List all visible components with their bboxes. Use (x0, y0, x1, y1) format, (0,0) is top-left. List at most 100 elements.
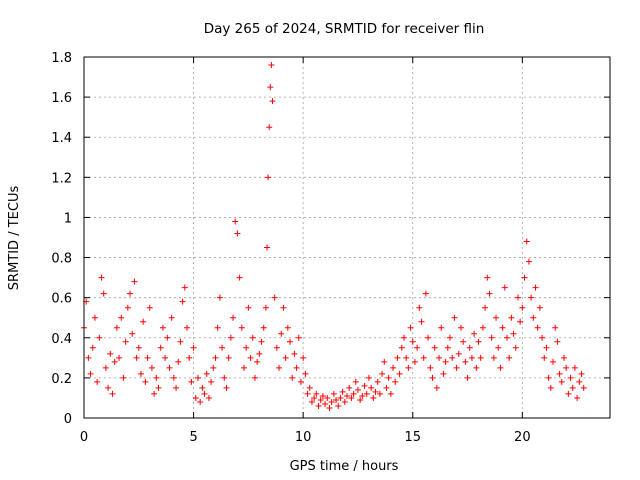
data-point (536, 304, 543, 311)
data-point (447, 334, 454, 341)
data-point (164, 334, 171, 341)
data-point (363, 390, 370, 397)
data-point (170, 374, 177, 381)
data-point (374, 378, 381, 385)
data-point (293, 364, 300, 371)
y-axis: 0 0.2 0.4 0.6 0.8 1 1.2 1.4 1.6 1.8 (51, 51, 610, 427)
data-point (534, 324, 541, 331)
data-point (135, 344, 142, 351)
data-point (506, 354, 513, 361)
data-point (543, 344, 550, 351)
data-point (580, 384, 587, 391)
data-point (300, 354, 307, 361)
data-point (322, 400, 329, 407)
y-axis-label: SRMTID / TECUs (7, 186, 22, 291)
data-point (324, 394, 331, 401)
data-point (482, 304, 489, 311)
data-point (405, 364, 412, 371)
data-point (453, 364, 460, 371)
data-point (181, 284, 188, 291)
data-point (346, 384, 353, 391)
data-point (216, 294, 223, 301)
data-point (407, 324, 414, 331)
data-point (271, 294, 278, 301)
data-point (565, 390, 572, 397)
data-point (460, 338, 467, 345)
data-point (330, 390, 337, 397)
x-axis: 0 5 10 15 20 (80, 57, 531, 445)
data-point (287, 338, 294, 345)
data-point (429, 374, 436, 381)
data-point (98, 274, 105, 281)
data-point (440, 370, 447, 377)
data-point (273, 344, 280, 351)
y-tick-label: 1.8 (51, 51, 72, 66)
data-point (519, 304, 526, 311)
data-point (333, 396, 340, 403)
data-point (339, 388, 346, 395)
data-point (319, 392, 326, 399)
data-point (148, 364, 155, 371)
data-point (102, 364, 109, 371)
data-point (398, 344, 405, 351)
data-point (280, 304, 287, 311)
data-point (328, 398, 335, 405)
data-point (550, 358, 557, 365)
data-point (113, 324, 120, 331)
data-point (120, 374, 127, 381)
x-tick-label: 5 (189, 430, 197, 445)
data-point (313, 390, 320, 397)
data-point (383, 384, 390, 391)
data-point (212, 354, 219, 361)
data-point (210, 364, 217, 371)
data-point (352, 378, 359, 385)
y-tick-label: 1.6 (51, 91, 72, 106)
data-point (486, 290, 493, 297)
data-point (251, 374, 258, 381)
data-point (85, 354, 92, 361)
data-point (315, 402, 322, 409)
x-tick-label: 15 (404, 430, 421, 445)
data-point (517, 318, 524, 325)
data-point (306, 384, 313, 391)
data-point (197, 398, 204, 405)
data-point (569, 384, 576, 391)
data-point (249, 334, 256, 341)
data-point (289, 374, 296, 381)
data-point (109, 390, 116, 397)
data-point (381, 358, 388, 365)
data-point (236, 274, 243, 281)
data-point (409, 338, 416, 345)
data-point (201, 390, 208, 397)
data-point (464, 374, 471, 381)
data-point (431, 344, 438, 351)
data-point (111, 358, 118, 365)
data-point (521, 274, 528, 281)
data-point (392, 378, 399, 385)
data-point (266, 124, 273, 131)
x-tick-label: 10 (295, 430, 312, 445)
data-point (449, 354, 456, 361)
data-point (267, 84, 274, 91)
data-point (153, 374, 160, 381)
data-point (159, 324, 166, 331)
y-tick-label: 0.2 (51, 372, 72, 387)
data-point (116, 354, 123, 361)
data-point (227, 334, 234, 341)
data-point (420, 354, 427, 361)
y-tick-label: 0.8 (51, 252, 72, 267)
data-point (468, 354, 475, 361)
data-point (131, 278, 138, 285)
y-tick-label: 0.6 (51, 292, 72, 307)
data-point (282, 354, 289, 361)
data-point (208, 378, 215, 385)
data-point (563, 364, 570, 371)
data-point (385, 374, 392, 381)
data-point (451, 314, 458, 321)
data-point (503, 334, 510, 341)
data-point (479, 324, 486, 331)
data-point (528, 294, 535, 301)
y-tick-label: 0 (64, 412, 72, 427)
data-point (372, 388, 379, 395)
data-point (194, 374, 201, 381)
